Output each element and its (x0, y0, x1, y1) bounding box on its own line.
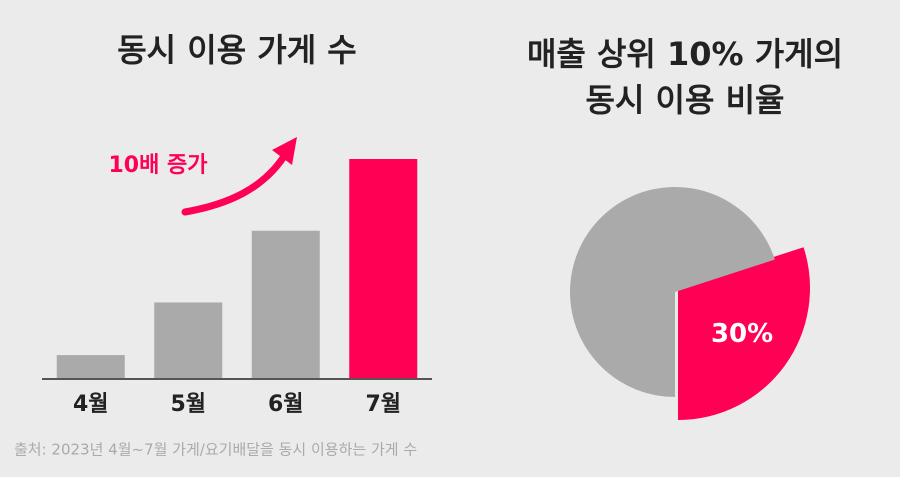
bar (56, 355, 125, 379)
chart-title: 동시 이용 가게 수 (117, 31, 357, 69)
x-tick-label: 6월 (268, 392, 304, 417)
bar (154, 302, 223, 379)
growth-arrow (181, 146, 292, 216)
slice-label: 30% (711, 319, 773, 349)
x-tick-label: 7월 (365, 392, 401, 417)
chart-title: 매출 상위 10% 가게의 (527, 35, 843, 73)
annotation: 10배 증가 (109, 153, 208, 178)
chart-title: 동시 이용 비율 (586, 81, 785, 119)
pie-slice (678, 247, 810, 420)
x-tick-label: 5월 (170, 392, 206, 417)
growth-arrowhead (272, 137, 297, 165)
pie-slice (570, 187, 775, 397)
x-tick-label: 4월 (73, 392, 109, 417)
bar (251, 230, 320, 379)
footnote: 출처: 2023년 4월~7월 가게/요기배달을 동시 이용하는 가게 수 (14, 441, 417, 459)
bar (349, 159, 418, 379)
